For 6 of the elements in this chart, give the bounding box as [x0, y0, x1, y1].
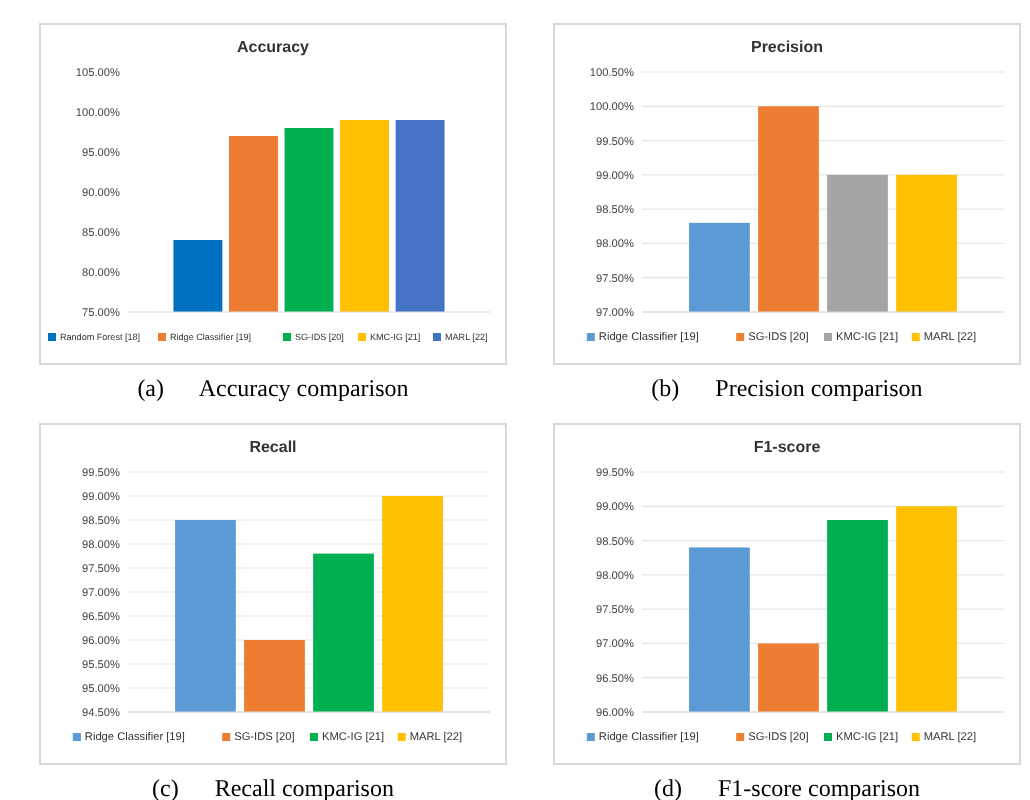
text: (b) Precision comparison — [651, 374, 923, 402]
text: (a) Accuracy comparison — [137, 374, 409, 402]
chart-title: Recall — [249, 438, 297, 456]
chart-title: Accuracy — [236, 38, 311, 56]
chart-title: F1-score — [753, 438, 822, 456]
chart-title: Precision — [750, 38, 824, 56]
